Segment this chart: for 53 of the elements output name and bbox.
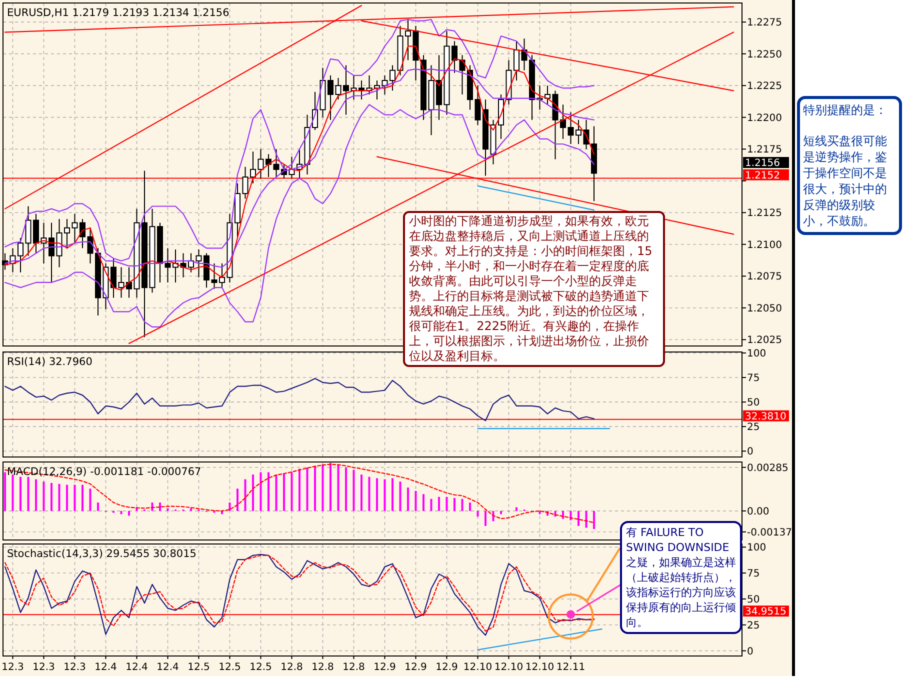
y-tick-label: 1.2275 — [747, 18, 782, 29]
y-tick-label: 25 — [747, 422, 760, 434]
x-tick-label: 12.3 — [2, 662, 24, 673]
y-tick-label: 50 — [747, 398, 760, 409]
x-tick-label: 12.9 — [404, 662, 427, 673]
x-tick-label: 12.3 — [64, 662, 86, 673]
x-tick-label: 12.9 — [374, 662, 396, 673]
y-tick-label: 0.00285 — [747, 462, 788, 474]
chart-title: EURUSD,H1 1.2179 1.2193 1.2134 1.2156 — [7, 7, 230, 19]
y-tick-label: 1.2175 — [747, 144, 782, 156]
y-tick-label: 1.2050 — [747, 303, 782, 314]
y-tick-label: 75 — [747, 373, 760, 384]
x-tick-label: 12.10 — [525, 662, 554, 673]
y-tick-label: 1.2250 — [747, 49, 782, 60]
y-tick-label: 0 — [747, 446, 754, 458]
x-tick-label: 12.4 — [94, 662, 117, 673]
text: 1.2156 — [745, 158, 780, 169]
text: 短线买盘很可能是逆势操作，鉴于操作空间不是很大，预计中的反弹的级别较小，不鼓励。 — [803, 133, 888, 229]
x-tick-label: 12.5 — [188, 662, 210, 673]
y-tick-label: 1.2100 — [747, 240, 782, 251]
y-tick-label: 1.2075 — [747, 272, 782, 283]
y-tick-label: -0.00137 — [747, 527, 792, 538]
x-tick-label: 12.5 — [218, 662, 241, 673]
x-tick-label: 12.10 — [463, 662, 492, 673]
y-tick-label: 0.00 — [747, 506, 770, 518]
x-tick-label: 12.8 — [280, 662, 303, 673]
y-tick-label: 100 — [747, 542, 766, 554]
y-tick-label: 1.2125 — [747, 208, 782, 220]
text: 特别提醒的是： — [803, 102, 888, 118]
y-tick-label: 25 — [747, 620, 760, 632]
y-tick-label: 75 — [747, 568, 760, 580]
x-tick-label: 12.3 — [32, 662, 55, 673]
x-tick-label: 12.10 — [494, 662, 524, 673]
x-tick-label: 12.11 — [556, 662, 586, 673]
x-tick-label: 12.4 — [156, 662, 179, 673]
ref-line-label: 32.3810 — [745, 411, 786, 422]
x-tick-label: 12.9 — [436, 662, 458, 673]
text: 小时图的下降通道初步成型，如果有效，欧元在底边盘整持稳后，又向上测试通道上压线的要求。对上行的支持是：小的时间框架图，15分钟，半小时，和一小时存在着一定程度的底收敛背离。由此可以引导一个小型的反弹走势。上行的目标将是测试被下破的趋势通道下规线和确定上压线。为此，到达的价位区域，很可能在1。2225附近。有兴趣的，在操作上，可以根据图示，计划进出场价位，止损价位以及盈利目标。 — [409, 214, 652, 363]
chart-title: Stochastic(14,3,3) 29.5455 30.8015 — [7, 548, 196, 560]
y-tick-label: 0 — [747, 646, 754, 658]
y-tick-label: 1.2200 — [747, 112, 782, 124]
y-tick-label: 1.2025 — [747, 335, 782, 346]
ref-line-label: 34.9515 — [745, 606, 786, 618]
ref-line-label: 1.2152 — [745, 170, 780, 182]
y-tick-label: 1.2225 — [747, 81, 782, 92]
annotation: 有 FAILURE TO SWING DOWNSIDE 之疑，如果确立是这样（上破起始转折点），该指标运行的方向应该保持原有的向上运行倾向。 — [626, 525, 736, 630]
x-tick-label: 12.8 — [312, 662, 334, 673]
y-tick-label: 100 — [747, 348, 766, 360]
y-tick-label: 50 — [747, 594, 760, 606]
x-tick-label: 12.8 — [342, 662, 365, 673]
x-tick-label: 12.5 — [250, 662, 272, 673]
x-tick-label: 12.4 — [126, 662, 148, 673]
chart-title: RSI(14) 32.7960 — [7, 356, 92, 368]
